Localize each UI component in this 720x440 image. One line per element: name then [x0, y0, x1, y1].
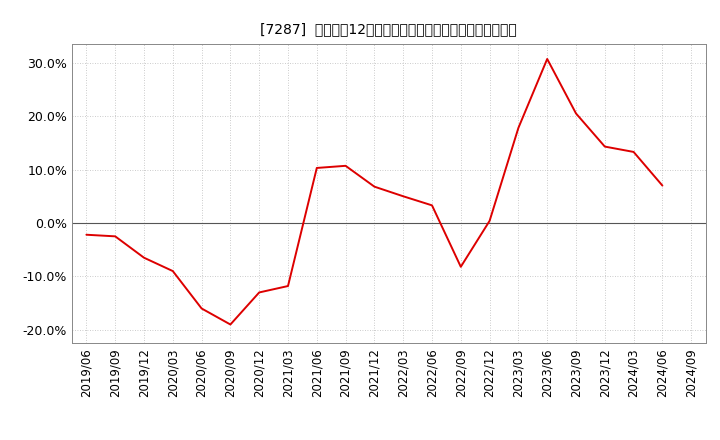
- Title: [7287]  売上高の12か月移動合計の対前年同期増減率の推移: [7287] 売上高の12か月移動合計の対前年同期増減率の推移: [261, 22, 517, 36]
